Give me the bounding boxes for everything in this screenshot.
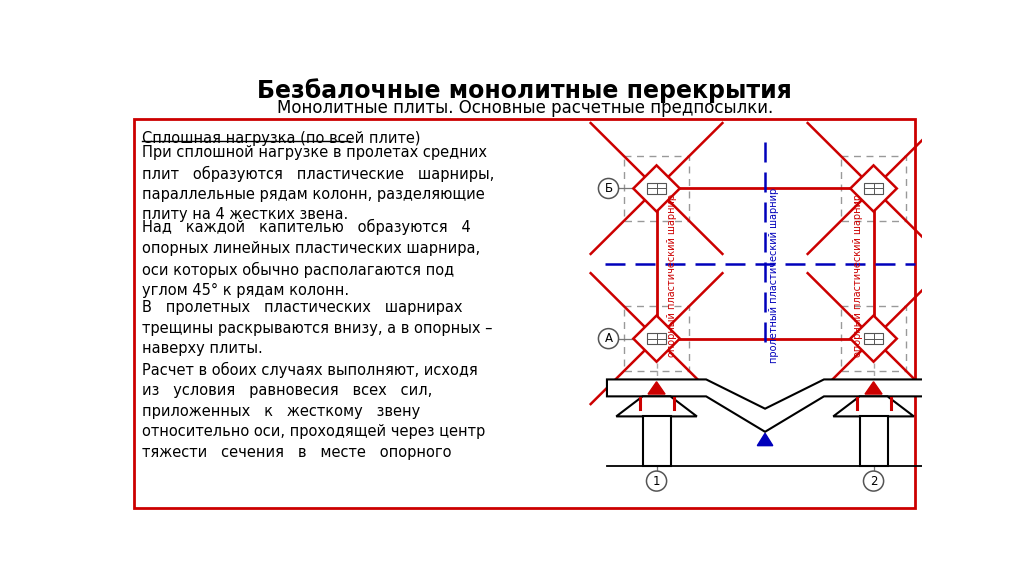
Text: 1: 1 <box>653 475 660 487</box>
Text: Б: Б <box>604 182 612 195</box>
Circle shape <box>598 179 618 199</box>
Text: Над   каждой   капителью   образуются   4
опорных линейных пластических шарнира,: Над каждой капителью образуются 4 опорны… <box>142 219 480 298</box>
Bar <box>859 416 888 465</box>
Polygon shape <box>758 433 773 446</box>
Bar <box>647 334 667 344</box>
Polygon shape <box>648 382 665 394</box>
Bar <box>624 156 689 221</box>
Circle shape <box>598 329 618 348</box>
Text: опорный пластический шарнир: опорный пластический шарнир <box>853 194 863 357</box>
Bar <box>841 156 906 221</box>
Text: пролетный пластический шарнир: пролетный пластический шарнир <box>769 187 779 363</box>
Text: 2: 2 <box>869 475 878 487</box>
Polygon shape <box>850 316 897 362</box>
Text: Безбалочные монолитные перекрытия: Безбалочные монолитные перекрытия <box>257 78 793 103</box>
Bar <box>647 183 667 194</box>
Polygon shape <box>865 382 882 394</box>
Text: Монолитные плиты. Основные расчетные предпосылки.: Монолитные плиты. Основные расчетные пре… <box>276 100 773 118</box>
Bar <box>624 306 689 371</box>
Polygon shape <box>616 396 697 416</box>
Polygon shape <box>633 165 680 211</box>
Circle shape <box>646 471 667 491</box>
Text: опорный пластический шарнир: опорный пластический шарнир <box>667 194 677 357</box>
Polygon shape <box>850 165 897 211</box>
Bar <box>643 416 671 465</box>
Text: Сплошная нагрузка (по всей плите): Сплошная нагрузка (по всей плите) <box>142 131 421 146</box>
Bar <box>864 334 884 344</box>
Polygon shape <box>834 396 913 416</box>
Text: В   пролетных   пластических   шарнирах
трещины раскрываются внизу, а в опорных : В пролетных пластических шарнирах трещин… <box>142 300 493 460</box>
Bar <box>134 119 915 508</box>
Bar <box>864 183 884 194</box>
Bar <box>841 306 906 371</box>
Polygon shape <box>633 316 680 362</box>
Polygon shape <box>607 380 924 432</box>
Text: А: А <box>604 332 612 345</box>
Text: При сплошной нагрузке в пролетах средних
плит   образуются   пластические   шарн: При сплошной нагрузке в пролетах средних… <box>142 145 495 222</box>
Circle shape <box>863 471 884 491</box>
